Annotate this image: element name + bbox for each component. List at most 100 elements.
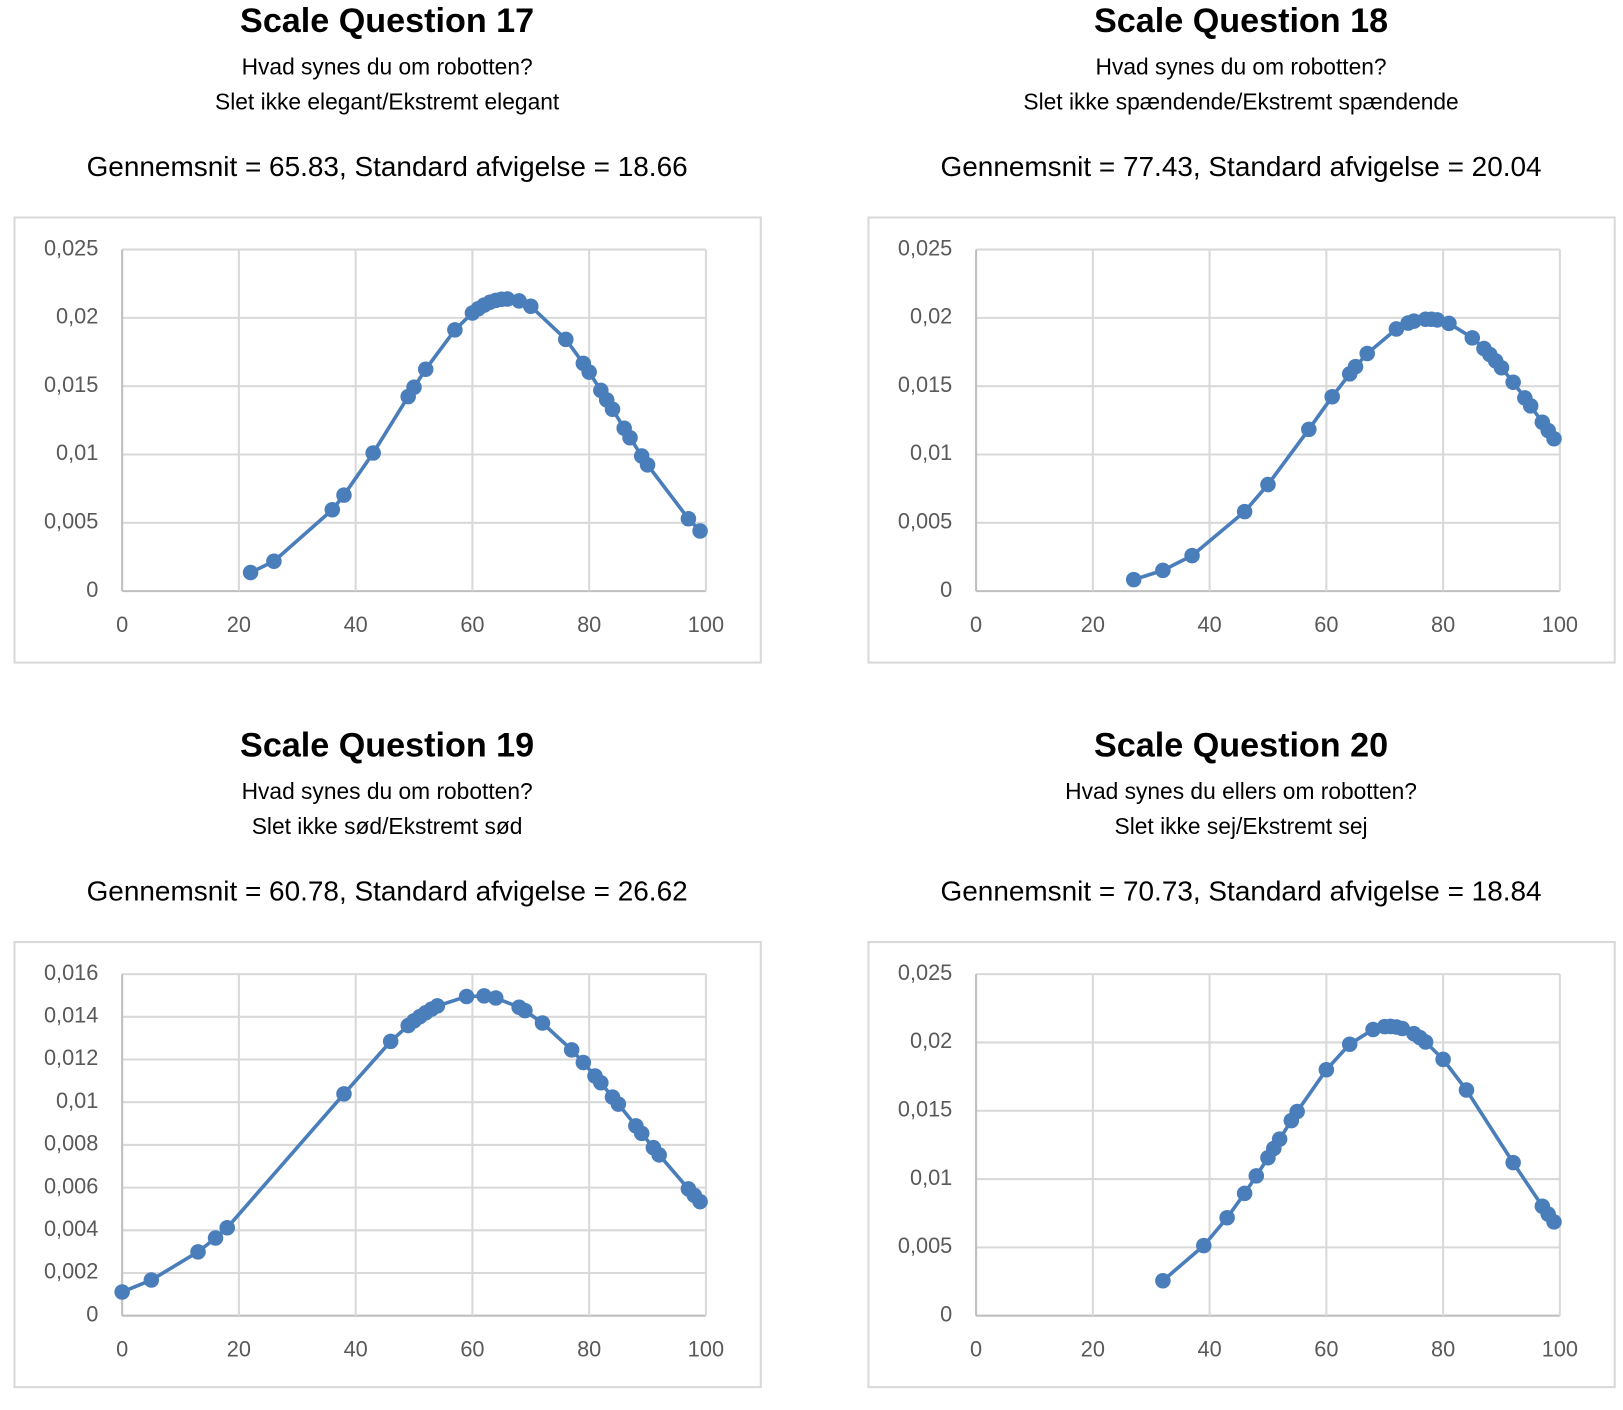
y-tick-label: 0,025 bbox=[898, 960, 952, 985]
data-point bbox=[575, 1054, 592, 1071]
data-point bbox=[1441, 315, 1457, 332]
subtitle: Slet ikke sej/Ekstremt sej bbox=[1115, 813, 1368, 839]
stats: Gennemsnit = 60.78, Standard afvigelse =… bbox=[87, 876, 688, 907]
data-point bbox=[207, 1230, 224, 1246]
subtitle: Slet ikke spændende/Ekstremt spændende bbox=[1023, 89, 1458, 115]
y-tick-label: 0,02 bbox=[910, 304, 952, 329]
stats: Gennemsnit = 77.43, Standard afvigelse =… bbox=[941, 151, 1542, 182]
data-point bbox=[1155, 1272, 1171, 1289]
data-point bbox=[1248, 1168, 1265, 1184]
x-tick-label: 0 bbox=[116, 612, 128, 637]
subtitle: Hvad synes du ellers om robotten? bbox=[1065, 778, 1417, 804]
data-point bbox=[517, 1002, 533, 1019]
data-point bbox=[336, 487, 352, 503]
data-point bbox=[1394, 1020, 1411, 1037]
y-tick-label: 0,015 bbox=[44, 372, 98, 397]
data-point bbox=[651, 1147, 667, 1163]
data-point bbox=[1505, 1154, 1521, 1171]
y-tick-label: 0,015 bbox=[898, 372, 952, 397]
x-tick-label: 40 bbox=[344, 1337, 368, 1362]
data-point bbox=[143, 1272, 160, 1288]
data-point bbox=[1493, 359, 1510, 376]
data-point bbox=[1365, 1021, 1381, 1038]
data-point bbox=[593, 1075, 609, 1091]
data-point bbox=[114, 1284, 130, 1300]
y-tick-label: 0,005 bbox=[44, 509, 98, 534]
data-point bbox=[429, 998, 446, 1014]
data-point bbox=[1406, 313, 1422, 329]
data-point bbox=[1236, 1185, 1253, 1202]
y-tick-label: 0,008 bbox=[44, 1131, 98, 1156]
x-tick-label: 20 bbox=[1081, 612, 1105, 637]
chart-title: Scale Question 17 bbox=[240, 2, 534, 40]
data-point bbox=[1522, 398, 1539, 414]
subtitle: Slet ikke elegant/Ekstremt elegant bbox=[215, 89, 560, 115]
chart-frame bbox=[13, 940, 762, 1389]
x-tick-label: 0 bbox=[970, 612, 982, 637]
data-point bbox=[447, 322, 463, 338]
x-tick-label: 20 bbox=[1081, 1337, 1105, 1362]
data-point bbox=[1341, 1036, 1358, 1052]
data-point bbox=[382, 1033, 399, 1050]
data-point bbox=[1219, 1209, 1235, 1226]
x-tick-label: 60 bbox=[1314, 1337, 1338, 1362]
stats: Gennemsnit = 70.73, Standard afvigelse =… bbox=[941, 876, 1542, 907]
data-point bbox=[336, 1086, 352, 1102]
chart-title: Scale Question 19 bbox=[240, 726, 534, 764]
y-tick-label: 0,025 bbox=[898, 235, 952, 260]
subtitle: Slet ikke sød/Ekstremt sød bbox=[252, 813, 523, 839]
data-point bbox=[604, 401, 621, 418]
chart-frame bbox=[867, 940, 1616, 1389]
data-point bbox=[1155, 562, 1171, 579]
x-tick-label: 20 bbox=[227, 1337, 251, 1362]
data-point bbox=[610, 1096, 627, 1112]
data-point bbox=[1318, 1061, 1335, 1078]
x-tick-label: 80 bbox=[1431, 1337, 1455, 1362]
data-point bbox=[563, 1042, 580, 1058]
y-tick-label: 0,005 bbox=[898, 509, 952, 534]
y-tick-label: 0,004 bbox=[44, 1216, 98, 1241]
x-tick-label: 60 bbox=[460, 1337, 484, 1362]
subtitle: Hvad synes du om robotten? bbox=[242, 53, 533, 79]
y-tick-label: 0,01 bbox=[910, 440, 952, 465]
stats: Gennemsnit = 65.83, Standard afvigelse =… bbox=[87, 151, 688, 182]
data-point bbox=[417, 361, 434, 378]
data-point bbox=[680, 510, 697, 527]
x-tick-label: 80 bbox=[577, 1337, 601, 1362]
chart-panel: Scale Question 18 Hvad synes du om robott… bbox=[867, 2, 1616, 664]
data-point bbox=[1271, 1131, 1288, 1147]
data-point bbox=[534, 1015, 551, 1031]
data-point bbox=[1236, 503, 1253, 520]
data-point bbox=[1435, 1051, 1451, 1068]
x-tick-label: 100 bbox=[688, 1337, 724, 1362]
data-point bbox=[1125, 571, 1142, 588]
y-tick-label: 0,01 bbox=[56, 1088, 98, 1113]
data-point bbox=[458, 988, 475, 1005]
chart-panel: Scale Question 19 Hvad synes du om robott… bbox=[13, 726, 762, 1389]
data-point bbox=[324, 501, 341, 518]
data-point bbox=[639, 457, 656, 473]
data-point bbox=[692, 1193, 708, 1210]
y-tick-label: 0 bbox=[940, 1301, 952, 1326]
data-point bbox=[190, 1244, 206, 1260]
data-point bbox=[242, 564, 259, 581]
data-point bbox=[1347, 358, 1364, 375]
y-tick-label: 0,01 bbox=[910, 1165, 952, 1190]
data-point bbox=[1429, 312, 1446, 328]
subtitle: Hvad synes du om robotten? bbox=[242, 778, 533, 804]
data-point bbox=[365, 445, 381, 461]
x-tick-label: 0 bbox=[970, 1337, 982, 1362]
x-tick-label: 80 bbox=[1431, 612, 1455, 637]
x-tick-label: 20 bbox=[227, 612, 251, 637]
data-point bbox=[499, 291, 516, 307]
chart-title: Scale Question 20 bbox=[1094, 726, 1388, 764]
y-tick-label: 0,02 bbox=[56, 304, 98, 329]
y-tick-label: 0,002 bbox=[44, 1259, 98, 1284]
data-point bbox=[633, 1125, 650, 1142]
x-tick-label: 40 bbox=[1198, 1337, 1222, 1362]
data-point bbox=[1260, 476, 1276, 493]
subtitle: Hvad synes du om robotten? bbox=[1096, 53, 1387, 79]
data-point bbox=[1388, 321, 1405, 337]
data-point bbox=[476, 988, 492, 1004]
